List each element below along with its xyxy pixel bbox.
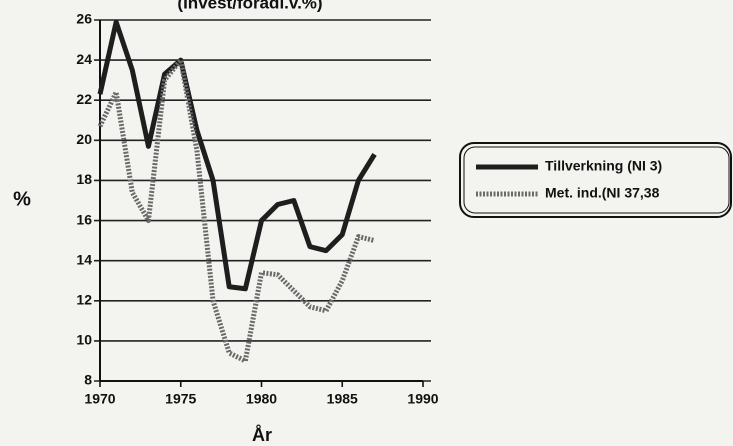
x-tick-label: 1980 bbox=[246, 391, 277, 407]
y-tick-label: 24 bbox=[76, 51, 92, 67]
y-tick-label: 12 bbox=[76, 291, 92, 307]
series-line bbox=[97, 57, 376, 364]
legend-frame bbox=[459, 142, 732, 218]
x-tick-label: 1975 bbox=[165, 391, 196, 407]
legend-frame-inner bbox=[463, 146, 730, 214]
x-axis-label: År bbox=[252, 425, 272, 445]
y-tick-label: 8 bbox=[84, 372, 92, 388]
legend-label: Tillverkning (NI 3) bbox=[545, 158, 662, 174]
y-tick-label: 26 bbox=[76, 11, 92, 27]
y-tick-label: 22 bbox=[76, 91, 92, 107]
y-axis-label: % bbox=[13, 188, 31, 210]
y-tick-label: 14 bbox=[76, 251, 92, 267]
y-tick-label: 16 bbox=[76, 211, 92, 227]
y-tick-label: 10 bbox=[76, 332, 92, 348]
x-tick-label: 1970 bbox=[84, 391, 115, 407]
y-tick-label: 18 bbox=[76, 171, 92, 187]
x-tick-label: 1990 bbox=[407, 391, 438, 407]
x-tick-label: 1985 bbox=[327, 391, 358, 407]
legend-label: Met. ind.(NI 37,38 bbox=[545, 185, 660, 201]
series-line bbox=[97, 19, 377, 292]
y-tick-label: 20 bbox=[76, 131, 92, 147]
chart-title: (Invest/förädl.v.%) bbox=[177, 0, 322, 12]
